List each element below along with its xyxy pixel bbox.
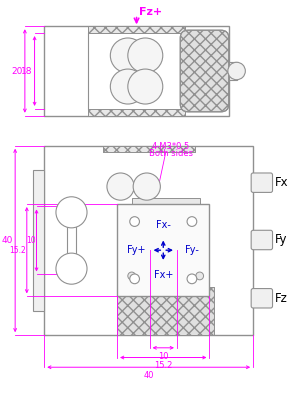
Bar: [117, 287, 214, 335]
Bar: [132, 198, 200, 206]
Text: Fx: Fx: [274, 176, 288, 189]
Bar: [132, 272, 200, 280]
Bar: [44, 26, 229, 116]
FancyBboxPatch shape: [251, 288, 273, 308]
FancyBboxPatch shape: [251, 230, 273, 250]
Bar: [128, 49, 145, 62]
Circle shape: [130, 217, 139, 226]
Text: 18: 18: [21, 66, 33, 76]
Bar: [102, 146, 195, 152]
Text: 15.2: 15.2: [154, 362, 172, 370]
Text: Fz+: Fz+: [139, 7, 163, 17]
Text: 15.2: 15.2: [9, 246, 26, 255]
Circle shape: [187, 274, 197, 284]
Text: 40: 40: [143, 371, 154, 380]
Bar: [33, 170, 44, 311]
FancyBboxPatch shape: [180, 30, 229, 112]
Circle shape: [133, 173, 160, 200]
Text: Fy+: Fy+: [127, 245, 146, 255]
Text: 10: 10: [26, 236, 36, 245]
Circle shape: [196, 272, 203, 280]
Bar: [229, 62, 237, 80]
Text: 10: 10: [158, 352, 169, 361]
Text: Fy-: Fy-: [185, 245, 199, 255]
Circle shape: [128, 38, 163, 73]
Bar: [120, 182, 147, 192]
Circle shape: [128, 69, 163, 104]
Bar: [88, 109, 185, 116]
Text: Fx-: Fx-: [156, 220, 171, 230]
Circle shape: [187, 217, 197, 226]
Circle shape: [107, 173, 134, 200]
Text: Both sides: Both sides: [149, 150, 192, 158]
Text: Fy: Fy: [274, 234, 287, 246]
Bar: [88, 109, 185, 116]
Circle shape: [130, 274, 139, 284]
Bar: [117, 287, 214, 335]
Bar: [44, 146, 253, 335]
Bar: [102, 146, 195, 152]
Text: 40: 40: [2, 236, 13, 245]
Circle shape: [110, 38, 145, 73]
Bar: [88, 26, 185, 33]
Text: Fx+: Fx+: [154, 270, 173, 280]
Bar: [66, 212, 76, 269]
Text: 4-M3*0.5: 4-M3*0.5: [151, 142, 190, 151]
Circle shape: [228, 62, 245, 80]
Text: 20: 20: [12, 66, 23, 76]
Circle shape: [110, 69, 145, 104]
Bar: [117, 204, 210, 296]
Bar: [88, 26, 185, 33]
Circle shape: [128, 272, 136, 280]
FancyBboxPatch shape: [251, 173, 273, 192]
Circle shape: [56, 197, 87, 228]
Bar: [128, 80, 145, 93]
Circle shape: [56, 253, 87, 284]
Text: Fz: Fz: [274, 292, 287, 305]
